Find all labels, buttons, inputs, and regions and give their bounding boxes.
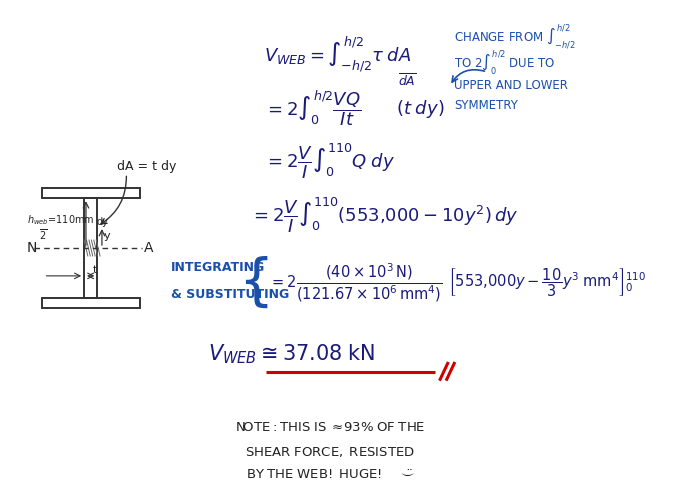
Text: TO $2\int_{0}^{h/2}$ DUE TO: TO $2\int_{0}^{h/2}$ DUE TO (454, 48, 556, 76)
Text: N: N (27, 241, 37, 255)
Text: $\overline{2}$: $\overline{2}$ (39, 228, 47, 242)
Text: INTEGRATING: INTEGRATING (170, 262, 265, 275)
Text: y: y (104, 231, 110, 241)
Text: $= 2 \dfrac{V}{I} \int_{0}^{110} Q \; dy$: $= 2 \dfrac{V}{I} \int_{0}^{110} Q \; dy… (264, 142, 396, 181)
Text: UPPER AND LOWER: UPPER AND LOWER (454, 79, 568, 93)
Text: $V_{WEB} = \int_{-h/2}^{h/2} \tau \; dA$: $V_{WEB} = \int_{-h/2}^{h/2} \tau \; dA$ (264, 34, 412, 74)
Text: $(t \; dy)$: $(t \; dy)$ (396, 98, 445, 120)
Text: $\mathrm{BY\;THE\;WEB!\;HUGE!\quad \ddot{\smile}}$: $\mathrm{BY\;THE\;WEB!\;HUGE!\quad \ddot… (246, 468, 415, 481)
Text: $V_{WEB} \cong 37.08 \; \text{kN}$: $V_{WEB} \cong 37.08 \; \text{kN}$ (208, 343, 375, 366)
Text: $= 2\dfrac{V}{I}\int_{0}^{110}(553{,}000 - 10y^2)\,dy$: $= 2\dfrac{V}{I}\int_{0}^{110}(553{,}000… (251, 196, 519, 235)
Text: $\left[553{,}000y - \dfrac{10}{3}y^3\;\text{mm}^4\right]_0^{110}$: $\left[553{,}000y - \dfrac{10}{3}y^3\;\t… (447, 267, 646, 299)
Text: $h_{web}$=110mm: $h_{web}$=110mm (27, 213, 95, 227)
Text: $= 2 \dfrac{(40\times10^3\,\text{N})}{(121.67\times10^6\,\text{mm}^4)}$: $= 2 \dfrac{(40\times10^3\,\text{N})}{(1… (269, 262, 443, 304)
Text: dA = t dy: dA = t dy (117, 160, 176, 173)
Text: $= 2\int_{0}^{h/2} \dfrac{VQ}{It}$: $= 2\int_{0}^{h/2} \dfrac{VQ}{It}$ (264, 89, 362, 129)
Text: $\mathrm{SHEAR\;FORCE,\;RESISTED}$: $\mathrm{SHEAR\;FORCE,\;RESISTED}$ (245, 445, 415, 459)
Text: CHANGE FROM $\int_{-h/2}^{h/2}$: CHANGE FROM $\int_{-h/2}^{h/2}$ (454, 23, 576, 50)
Text: $\mathrm{N\!OTE: THIS\;IS\;\approx\!93\%\;OF\;THE}$: $\mathrm{N\!OTE: THIS\;IS\;\approx\!93\%… (235, 421, 426, 434)
Text: & SUBSTITUTING: & SUBSTITUTING (170, 288, 289, 301)
Text: {: { (238, 256, 274, 310)
Text: SYMMETRY: SYMMETRY (454, 99, 518, 112)
Text: t: t (93, 265, 97, 275)
Text: $\overline{dA}$: $\overline{dA}$ (398, 73, 416, 89)
Text: dy: dy (96, 217, 108, 227)
Text: A: A (144, 241, 154, 255)
